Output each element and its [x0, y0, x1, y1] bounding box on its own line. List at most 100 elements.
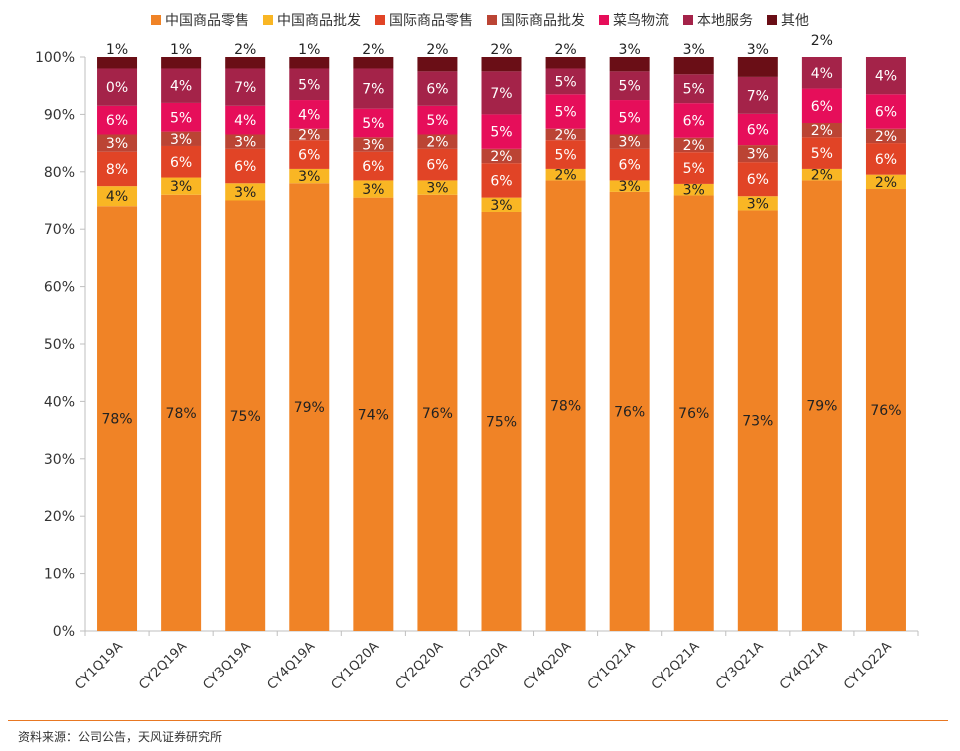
bar-segment	[545, 140, 586, 169]
data-label: 3%	[619, 179, 641, 195]
legend-item: 国际商品批发	[487, 10, 585, 30]
legend-label: 中国商品批发	[277, 13, 361, 29]
data-label: 0%	[106, 80, 128, 96]
x-tick-label: CY2Q21A	[649, 639, 703, 693]
bar-segment	[289, 140, 330, 169]
bar-segment	[97, 68, 138, 106]
bar-segment	[97, 206, 138, 632]
bar-segment	[545, 68, 586, 95]
x-tick-label: CY1Q19A	[72, 639, 126, 693]
bar-segment	[353, 151, 394, 181]
bar-segment	[801, 168, 842, 181]
bar-segment	[609, 57, 650, 72]
bar-segment	[801, 88, 842, 124]
legend-label: 菜鸟物流	[613, 13, 669, 29]
x-tick-label: CY1Q22A	[841, 639, 895, 693]
data-label: 1%	[298, 42, 320, 58]
bar-segment	[673, 103, 714, 138]
data-label: 2%	[554, 127, 576, 143]
bar-segment	[161, 194, 202, 631]
data-label: 2%	[875, 129, 897, 145]
legend-swatch	[599, 15, 609, 25]
data-label: 6%	[747, 172, 769, 188]
data-label: 6%	[426, 158, 448, 174]
legend-item: 国际商品零售	[375, 10, 473, 30]
data-label: 76%	[614, 404, 645, 420]
data-label: 2%	[362, 42, 384, 58]
y-tick-label: 80%	[44, 165, 75, 181]
bar-segment	[161, 131, 202, 146]
y-tick-label: 10%	[44, 567, 75, 583]
bar-segment	[97, 134, 138, 152]
bar-segment	[417, 105, 458, 135]
y-tick-label: 70%	[44, 222, 75, 238]
bar-segment	[609, 134, 650, 149]
bar-segment	[225, 148, 266, 184]
bar-segment	[673, 183, 714, 196]
data-label: 3%	[426, 181, 448, 197]
bar-segment	[353, 57, 394, 69]
data-label: 78%	[550, 399, 581, 415]
data-label: 5%	[683, 82, 705, 98]
data-label: 4%	[234, 113, 256, 129]
bar-segment	[545, 57, 586, 69]
data-label: 79%	[806, 399, 837, 415]
data-label: 4%	[298, 107, 320, 123]
data-label: 2%	[811, 123, 833, 139]
bar-segment	[673, 74, 714, 104]
bar-segment	[225, 200, 266, 631]
bar-segment	[609, 148, 650, 181]
bar-segment	[481, 71, 522, 115]
bar-segment	[545, 168, 586, 181]
data-label: 3%	[683, 183, 705, 199]
data-label: 6%	[298, 148, 320, 164]
legend-label: 国际商品零售	[389, 13, 473, 29]
y-tick-label: 20%	[44, 509, 75, 525]
bar-segment	[673, 57, 714, 75]
x-tick-label: CY3Q19A	[200, 639, 254, 693]
bar-segment	[673, 195, 714, 631]
bar-segment	[289, 57, 330, 69]
data-label: 5%	[619, 79, 641, 95]
data-label: 4%	[875, 69, 897, 85]
data-label: 6%	[362, 159, 384, 175]
bar-segment	[97, 151, 138, 187]
data-label: 2%	[683, 138, 705, 154]
data-label: 78%	[101, 412, 132, 428]
data-label: 5%	[683, 161, 705, 177]
bar-segment	[417, 71, 458, 106]
bar-segment	[545, 180, 586, 631]
data-label: 5%	[554, 74, 576, 90]
bar-segment	[481, 211, 522, 632]
bar-segment	[865, 189, 906, 631]
data-label: 7%	[234, 80, 256, 96]
bar-segment	[865, 143, 906, 175]
legend-swatch	[375, 15, 385, 25]
data-label: 76%	[678, 406, 709, 422]
y-tick-label: 50%	[44, 337, 75, 353]
data-label: 4%	[106, 189, 128, 205]
data-label: 5%	[362, 116, 384, 132]
bar-segment	[97, 105, 138, 135]
bar-segment	[481, 163, 522, 198]
data-label: 3%	[747, 196, 769, 212]
data-label: 2%	[234, 42, 256, 58]
bar-segment	[737, 145, 778, 163]
data-label: 3%	[619, 42, 641, 58]
data-label: 2%	[426, 135, 448, 151]
bar-segment	[417, 134, 458, 149]
data-label: 5%	[298, 77, 320, 93]
legend-item: 本地服务	[683, 10, 753, 30]
bar-segment	[801, 123, 842, 138]
data-label: 79%	[294, 400, 325, 416]
bar-segment	[417, 194, 458, 631]
bar-segment	[737, 196, 778, 211]
data-label: 2%	[426, 42, 448, 58]
legend-label: 本地服务	[697, 13, 753, 29]
data-label: 7%	[747, 88, 769, 104]
data-label: 76%	[870, 403, 901, 419]
bar-segment	[161, 102, 202, 132]
data-label: 5%	[619, 110, 641, 126]
x-tick-label: CY1Q21A	[585, 639, 639, 693]
